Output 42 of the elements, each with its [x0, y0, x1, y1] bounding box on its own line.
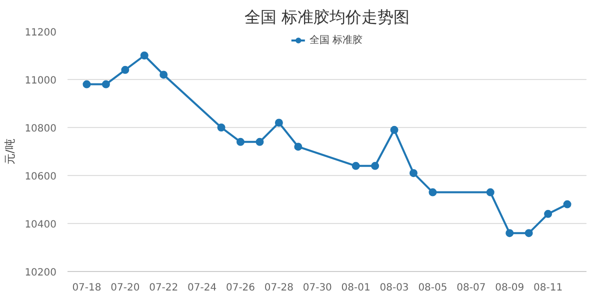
y-tick-label: 11000 — [24, 76, 56, 86]
x-tick-label: 07-18 — [72, 282, 102, 294]
point — [160, 70, 168, 79]
point — [544, 210, 552, 218]
x-tick-label: 08-05 — [418, 282, 448, 294]
point — [506, 229, 514, 238]
point — [102, 80, 110, 88]
point — [140, 52, 148, 60]
y-tick-label: 10400 — [24, 220, 56, 230]
x-tick-label: 07-28 — [264, 282, 294, 294]
point — [486, 188, 494, 196]
point — [371, 162, 380, 170]
y-tick-label: 10600 — [24, 172, 56, 182]
point — [256, 138, 264, 146]
point — [294, 142, 302, 151]
legend-label: 全国 标准胶 — [309, 34, 363, 47]
point — [410, 169, 418, 178]
x-tick-label: 07-24 — [188, 282, 217, 294]
point — [121, 66, 130, 74]
x-tick-label: 07-22 — [149, 282, 178, 294]
point — [390, 126, 398, 134]
y-tick-label: 10800 — [24, 124, 56, 134]
x-tick-label: 07-20 — [110, 282, 140, 294]
point — [524, 229, 533, 238]
x-tick-label: 08-01 — [341, 282, 370, 294]
point — [563, 200, 572, 208]
point — [352, 162, 360, 170]
point — [274, 118, 283, 127]
x-tick-label: 08-07 — [456, 282, 486, 294]
x-tick-label: 07-30 — [302, 282, 332, 294]
y-tick-label: 10200 — [24, 268, 56, 278]
point — [428, 188, 437, 196]
point — [82, 80, 91, 88]
point — [217, 124, 226, 132]
point — [236, 138, 244, 146]
chart-title: 全国 标准胶均价走势图 — [244, 8, 410, 26]
x-tick-label: 08-11 — [534, 282, 563, 294]
x-tick-label: 08-03 — [380, 282, 409, 294]
x-tick-label: 07-26 — [226, 282, 256, 294]
y-axis-title: 元/吨 — [4, 138, 17, 164]
x-tick-label: 08-09 — [495, 282, 524, 294]
y-tick-label: 11200 — [24, 28, 56, 38]
